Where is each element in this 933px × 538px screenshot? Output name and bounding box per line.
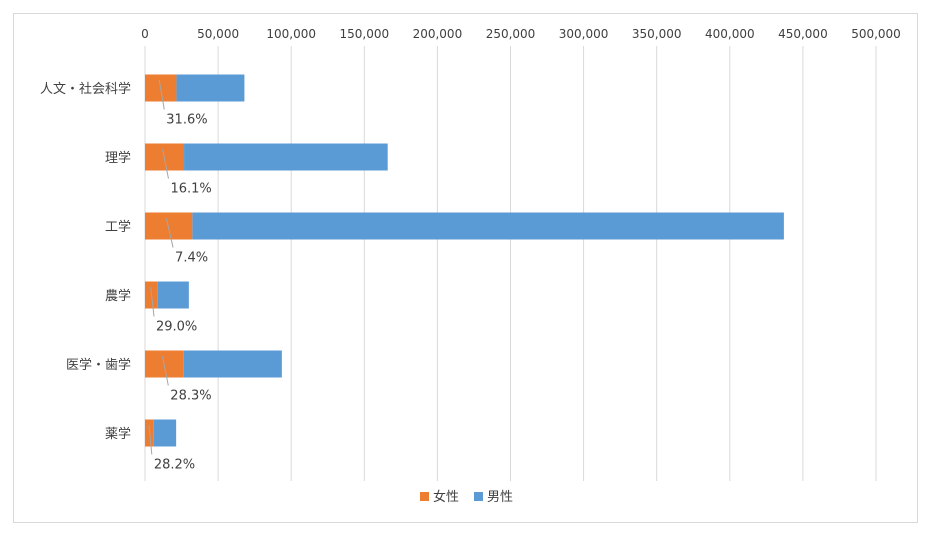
legend: 女性 男性 xyxy=(420,489,513,505)
x-tick-label: 350,000 xyxy=(632,27,682,41)
x-tick-label: 450,000 xyxy=(778,27,828,41)
category-label: 医学・歯学 xyxy=(66,357,131,373)
stacked-bar-chart: 0 50,000 100,000 150,000 200,000 250,000 300,0… xyxy=(40,27,901,505)
percent-label: 29.0% xyxy=(156,320,197,335)
percent-label: 28.3% xyxy=(170,389,211,404)
leader-line xyxy=(148,424,153,455)
bar-segment-male xyxy=(192,212,784,240)
legend-label: 女性 xyxy=(433,489,459,505)
bars xyxy=(145,74,784,447)
category-label: 農学 xyxy=(105,288,131,304)
leader-line xyxy=(158,79,165,110)
bar-segment-male xyxy=(183,350,282,378)
percent-label: 31.6% xyxy=(166,113,207,128)
legend-swatch xyxy=(420,492,429,501)
bar-segment-male xyxy=(176,74,245,102)
x-tick-label: 0 xyxy=(141,27,149,41)
chart-frame: 0 50,000 100,000 150,000 200,000 250,000 300,0… xyxy=(13,13,918,523)
bar-segment-male xyxy=(184,143,388,171)
percent-labels: 31.6% 16.1% 7.4% 29.0% 28.3% 28.2% xyxy=(148,79,212,473)
gridlines xyxy=(144,46,877,481)
x-tick-label: 150,000 xyxy=(339,27,389,41)
x-tick-label: 250,000 xyxy=(486,27,536,41)
category-label: 薬学 xyxy=(105,426,131,442)
x-axis-ticks: 0 50,000 100,000 150,000 200,000 250,000 300,0… xyxy=(141,27,901,41)
x-tick-label: 500,000 xyxy=(851,27,901,41)
percent-label: 7.4% xyxy=(175,251,208,266)
category-label: 工学 xyxy=(105,219,131,235)
leader-line xyxy=(162,148,169,179)
category-label: 人文・社会科学 xyxy=(40,81,131,97)
legend-label: 男性 xyxy=(487,490,513,505)
bar-segment-female xyxy=(145,212,193,240)
percent-label: 16.1% xyxy=(170,182,211,197)
category-label: 理学 xyxy=(105,150,131,166)
percent-label: 28.2% xyxy=(154,458,195,473)
leader-line xyxy=(161,355,169,386)
legend-swatch xyxy=(474,492,483,501)
x-tick-label: 50,000 xyxy=(197,27,239,41)
leader-line xyxy=(150,286,155,317)
x-tick-label: 100,000 xyxy=(266,27,316,41)
bar-segment-male xyxy=(157,281,189,309)
x-tick-label: 200,000 xyxy=(413,27,463,41)
x-tick-label: 400,000 xyxy=(705,27,755,41)
leader-line xyxy=(165,217,174,248)
x-tick-label: 300,000 xyxy=(559,27,609,41)
bar-segment-male xyxy=(153,419,177,447)
